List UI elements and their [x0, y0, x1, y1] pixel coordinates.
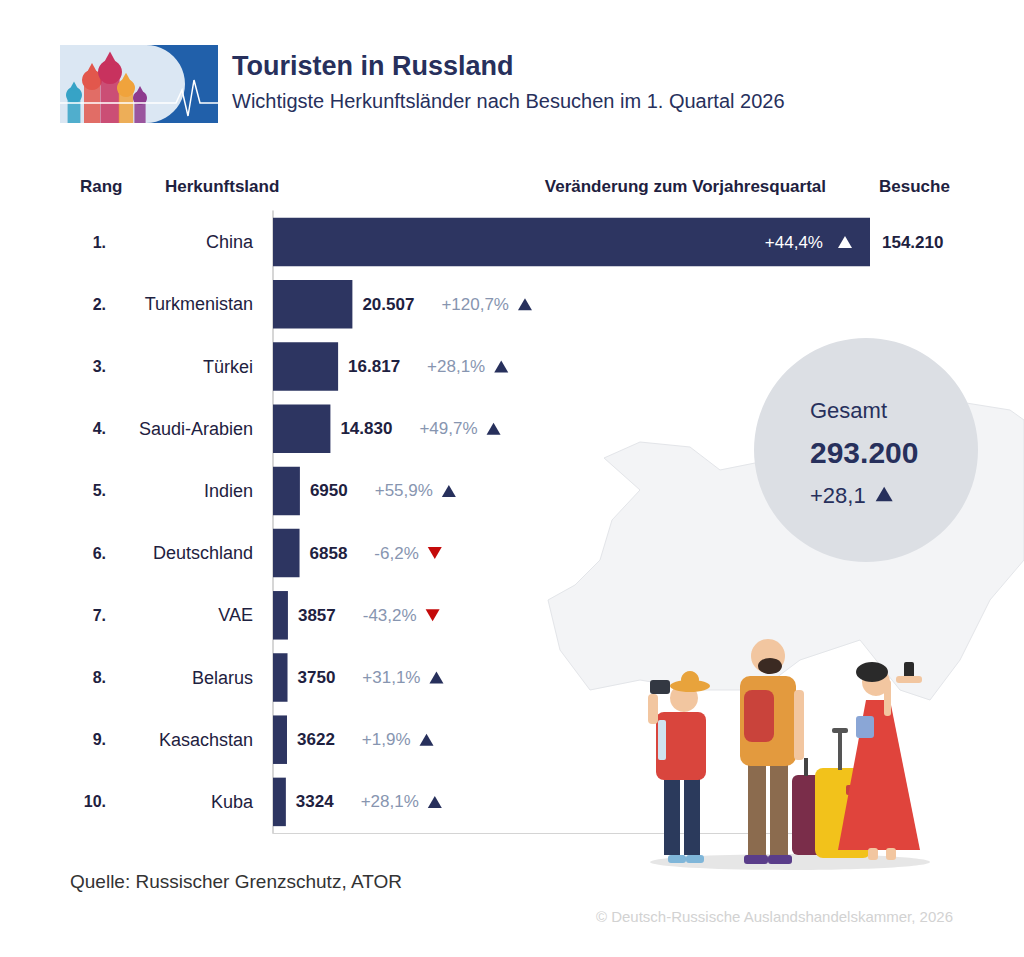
svg-text:20.507: 20.507	[362, 295, 414, 314]
svg-text:Deutschland: Deutschland	[153, 543, 253, 563]
svg-text:16.817: 16.817	[348, 357, 400, 376]
svg-text:8.: 8.	[93, 669, 106, 686]
svg-text:9.: 9.	[93, 731, 106, 748]
svg-text:Wichtigste Herkunftsländer nac: Wichtigste Herkunftsländer nach Besuchen…	[232, 90, 785, 112]
svg-text:3324: 3324	[296, 792, 334, 811]
svg-text:Kasachstan: Kasachstan	[159, 730, 253, 750]
svg-text:154.210: 154.210	[882, 233, 943, 252]
svg-text:-6,2%: -6,2%	[374, 544, 418, 563]
svg-text:6858: 6858	[310, 544, 348, 563]
svg-text:5.: 5.	[93, 482, 106, 499]
svg-text:VAE: VAE	[218, 605, 253, 625]
svg-text:293.200: 293.200	[810, 436, 918, 469]
svg-text:© Deutsch-Russische Auslandsha: © Deutsch-Russische Auslandshandelskamme…	[596, 908, 953, 925]
svg-text:Indien: Indien	[204, 481, 253, 501]
svg-text:3750: 3750	[298, 668, 336, 687]
svg-text:+28,1: +28,1	[810, 483, 866, 508]
svg-text:Touristen in Russland: Touristen in Russland	[232, 51, 514, 81]
svg-text:+120,7%: +120,7%	[441, 295, 509, 314]
svg-text:3857: 3857	[298, 606, 336, 625]
svg-text:+55,9%: +55,9%	[375, 481, 433, 500]
svg-text:+31,1%: +31,1%	[362, 668, 420, 687]
svg-text:+28,1%: +28,1%	[361, 792, 419, 811]
svg-text:Gesamt: Gesamt	[810, 398, 887, 423]
svg-text:6950: 6950	[310, 481, 348, 500]
svg-text:14.830: 14.830	[340, 419, 392, 438]
svg-text:3622: 3622	[297, 730, 335, 749]
svg-text:6.: 6.	[93, 545, 106, 562]
svg-text:+49,7%: +49,7%	[419, 419, 477, 438]
svg-text:+44,4%: +44,4%	[765, 233, 823, 252]
svg-text:10.: 10.	[84, 793, 106, 810]
svg-text:7.: 7.	[93, 607, 106, 624]
svg-text:Saudi-Arabien: Saudi-Arabien	[139, 419, 253, 439]
svg-text:4.: 4.	[93, 420, 106, 437]
svg-text:Herkunftsland: Herkunftsland	[165, 177, 279, 196]
svg-text:3.: 3.	[93, 358, 106, 375]
svg-text:+28,1%: +28,1%	[427, 357, 485, 376]
svg-text:China: China	[206, 232, 254, 252]
svg-text:Quelle: Russischer Grenzschutz: Quelle: Russischer Grenzschutz, ATOR	[70, 871, 402, 892]
svg-text:Türkei: Türkei	[203, 357, 253, 377]
svg-text:Rang: Rang	[80, 177, 123, 196]
svg-text:-43,2%: -43,2%	[363, 606, 417, 625]
svg-text:+1,9%: +1,9%	[362, 730, 411, 749]
svg-text:Besuche: Besuche	[879, 177, 950, 196]
svg-text:Belarus: Belarus	[192, 668, 253, 688]
svg-text:2.: 2.	[93, 296, 106, 313]
svg-text:Turkmenistan: Turkmenistan	[145, 294, 253, 314]
svg-text:1.: 1.	[93, 234, 106, 251]
svg-text:Veränderung zum Vorjahresquart: Veränderung zum Vorjahresquartal	[545, 177, 826, 196]
svg-text:Kuba: Kuba	[211, 792, 254, 812]
